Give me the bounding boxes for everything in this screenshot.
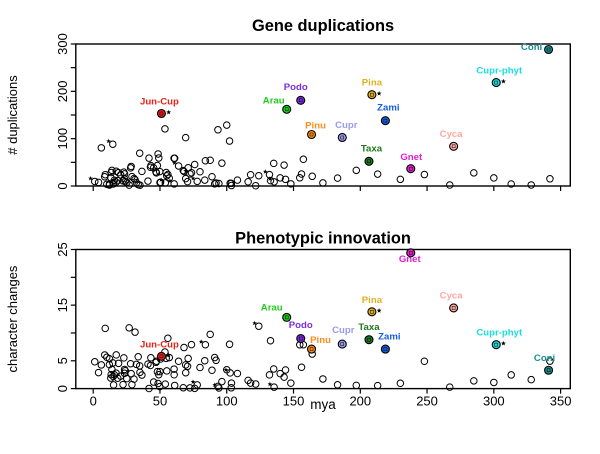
svg-text:5: 5 (55, 357, 70, 364)
svg-text:200: 200 (349, 394, 371, 409)
svg-text:Cupr-phyt: Cupr-phyt (476, 328, 523, 339)
svg-text:50: 50 (153, 394, 167, 409)
svg-text:Arau: Arau (261, 302, 283, 313)
svg-text:0: 0 (90, 394, 97, 409)
svg-text:Zami: Zami (378, 332, 400, 343)
svg-text:200: 200 (55, 80, 70, 102)
svg-text:Pinu: Pinu (310, 335, 331, 346)
svg-text:100: 100 (55, 128, 70, 150)
svg-text:250: 250 (416, 394, 438, 409)
svg-text:0: 0 (55, 182, 70, 189)
svg-text:Cupr-phyt: Cupr-phyt (476, 66, 523, 77)
svg-text:Coni: Coni (521, 42, 542, 53)
svg-text:25: 25 (55, 242, 70, 256)
svg-text:mya: mya (310, 397, 336, 412)
svg-text:300: 300 (483, 394, 505, 409)
svg-text:Arau: Arau (263, 95, 285, 106)
svg-text:Coni: Coni (534, 353, 555, 364)
svg-text:Cupr: Cupr (332, 325, 355, 336)
svg-text:150: 150 (283, 394, 305, 409)
svg-text:Pina: Pina (362, 295, 383, 306)
svg-text:Gnet: Gnet (400, 152, 423, 163)
svg-text:Podo: Podo (289, 320, 313, 331)
svg-text:15: 15 (55, 298, 70, 312)
svg-text:Pinu: Pinu (305, 121, 326, 132)
svg-text:Gnet: Gnet (399, 254, 422, 265)
svg-text:Podo: Podo (284, 82, 308, 93)
svg-text:Cyca: Cyca (440, 129, 464, 140)
svg-text:Zami: Zami (377, 103, 399, 114)
svg-text:350: 350 (550, 394, 572, 409)
svg-text:Cyca: Cyca (440, 290, 464, 301)
svg-text:Phenotypic innovation: Phenotypic innovation (235, 230, 411, 248)
svg-text:300: 300 (55, 33, 70, 55)
svg-text:Jun-Cup: Jun-Cup (140, 339, 179, 350)
svg-text:100: 100 (216, 394, 238, 409)
svg-text:Gene duplications: Gene duplications (252, 17, 394, 35)
svg-text:Taxa: Taxa (358, 322, 380, 333)
svg-text:Pina: Pina (362, 78, 383, 89)
svg-text:Jun-Cup: Jun-Cup (140, 96, 179, 107)
svg-text:# duplications: # duplications (5, 75, 20, 155)
svg-text:Taxa: Taxa (361, 143, 383, 154)
svg-text:character changes: character changes (5, 265, 20, 372)
svg-text:Cupr: Cupr (335, 120, 358, 131)
svg-text:0: 0 (55, 385, 70, 392)
